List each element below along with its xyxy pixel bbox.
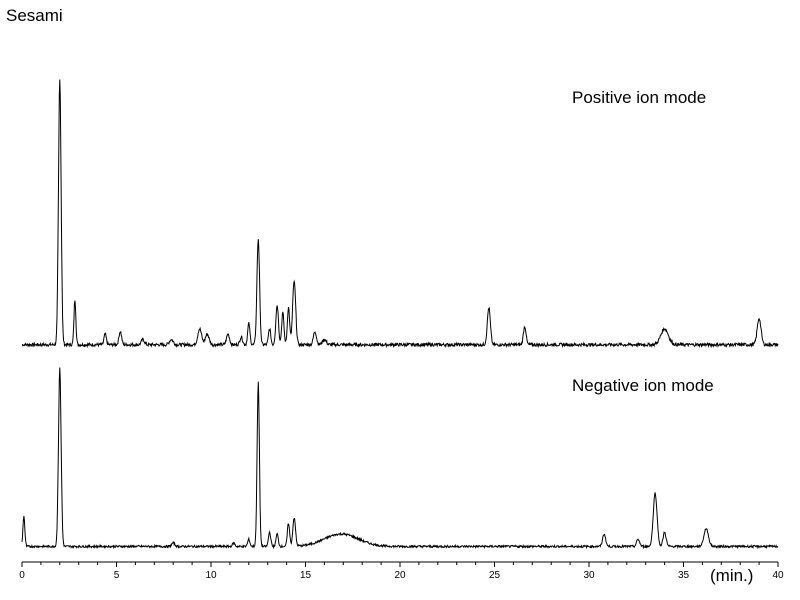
x-tick-label: 10 — [205, 570, 217, 581]
series-line-negative — [21, 367, 779, 550]
x-tick-label: 15 — [300, 570, 312, 581]
x-tick-label: 20 — [394, 570, 406, 581]
x-tick-label: 35 — [678, 570, 690, 581]
x-tick-label: 5 — [114, 570, 120, 581]
series-label-positive: Positive ion mode — [572, 88, 707, 107]
x-tick-label: 40 — [772, 570, 784, 581]
x-tick-label: 0 — [19, 570, 25, 581]
x-tick-label: 25 — [489, 570, 501, 581]
x-axis-unit-label: (min.) — [710, 566, 754, 585]
x-tick-label: 30 — [583, 570, 595, 581]
series-line-positive — [21, 79, 779, 349]
series-label-negative: Negative ion mode — [572, 376, 714, 395]
chart-title: Sesami — [6, 6, 63, 25]
